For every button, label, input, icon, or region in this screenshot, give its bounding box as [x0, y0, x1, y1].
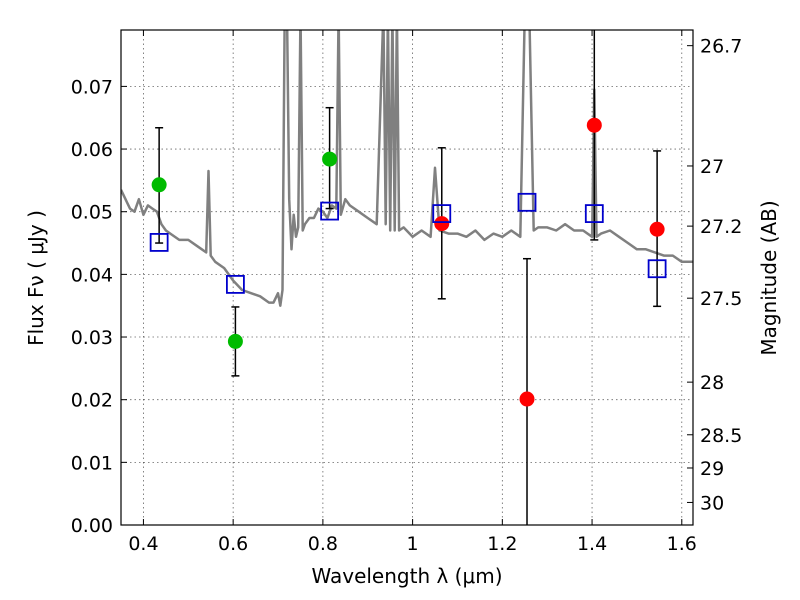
- x-tick-label: 1: [407, 533, 419, 555]
- green-data-point: [227, 333, 243, 349]
- plot-frame: [120, 29, 694, 526]
- x-axis-label: Wavelength λ (μm): [311, 564, 502, 588]
- y2-tick-label: 28.5: [700, 425, 742, 447]
- spectrum-line: [121, 30, 693, 307]
- y2-axis-label: Magnitude (AB): [757, 200, 781, 355]
- model-square-point: [584, 204, 604, 223]
- x-tick-label: 1.4: [577, 533, 607, 555]
- model-square-point: [320, 201, 340, 221]
- red-data-point: [434, 216, 450, 232]
- y-tick-label: 0.00: [71, 515, 113, 537]
- y2-tick-label: 27.5: [700, 288, 742, 310]
- model-square-point: [149, 233, 169, 252]
- model-square-point: [517, 192, 537, 212]
- x-tick-label: 1.6: [667, 533, 697, 555]
- model-square-point: [225, 274, 245, 294]
- model-square-point: [432, 204, 452, 223]
- red-data-point: [649, 221, 665, 237]
- y-tick-label: 0.05: [71, 202, 113, 224]
- y-tick-label: 0.01: [71, 452, 113, 474]
- red-data-point: [586, 117, 602, 133]
- y2-tick-label: 27: [700, 156, 724, 178]
- x-tick-label: 0.4: [128, 533, 158, 555]
- green-data-point: [322, 151, 338, 167]
- green-data-point: [151, 177, 167, 193]
- y-tick-label: 0.06: [71, 139, 113, 161]
- y2-tick-label: 26.7: [700, 36, 742, 58]
- spectrum-series: [121, 30, 693, 307]
- y-tick-label: 0.03: [71, 327, 113, 349]
- y-tick-label: 0.07: [71, 76, 113, 98]
- x-tick-label: 0.6: [218, 533, 248, 555]
- x-tick-label: 1.2: [487, 533, 517, 555]
- data-markers: [149, 117, 667, 407]
- tick-labels: 0.4 0.6 0.8 1 1.2 1.4 1.6 0.00 0.01 0.02 0.03 0.04 0…: [71, 36, 743, 555]
- y2-tick-label: 28: [700, 372, 724, 394]
- red-data-point: [519, 391, 535, 407]
- grid-lines: [121, 30, 693, 526]
- model-square-point: [647, 259, 667, 279]
- x-tick-label: 0.8: [308, 533, 338, 555]
- axis-ticks: [121, 30, 693, 526]
- y2-tick-label: 30: [700, 492, 724, 514]
- y-axis-label: Flux Fν ( μJy ): [24, 210, 48, 346]
- y-tick-label: 0.02: [71, 390, 113, 412]
- y-tick-label: 0.04: [71, 264, 113, 286]
- y2-tick-label: 29: [700, 458, 724, 480]
- y2-tick-label: 27.2: [700, 216, 742, 238]
